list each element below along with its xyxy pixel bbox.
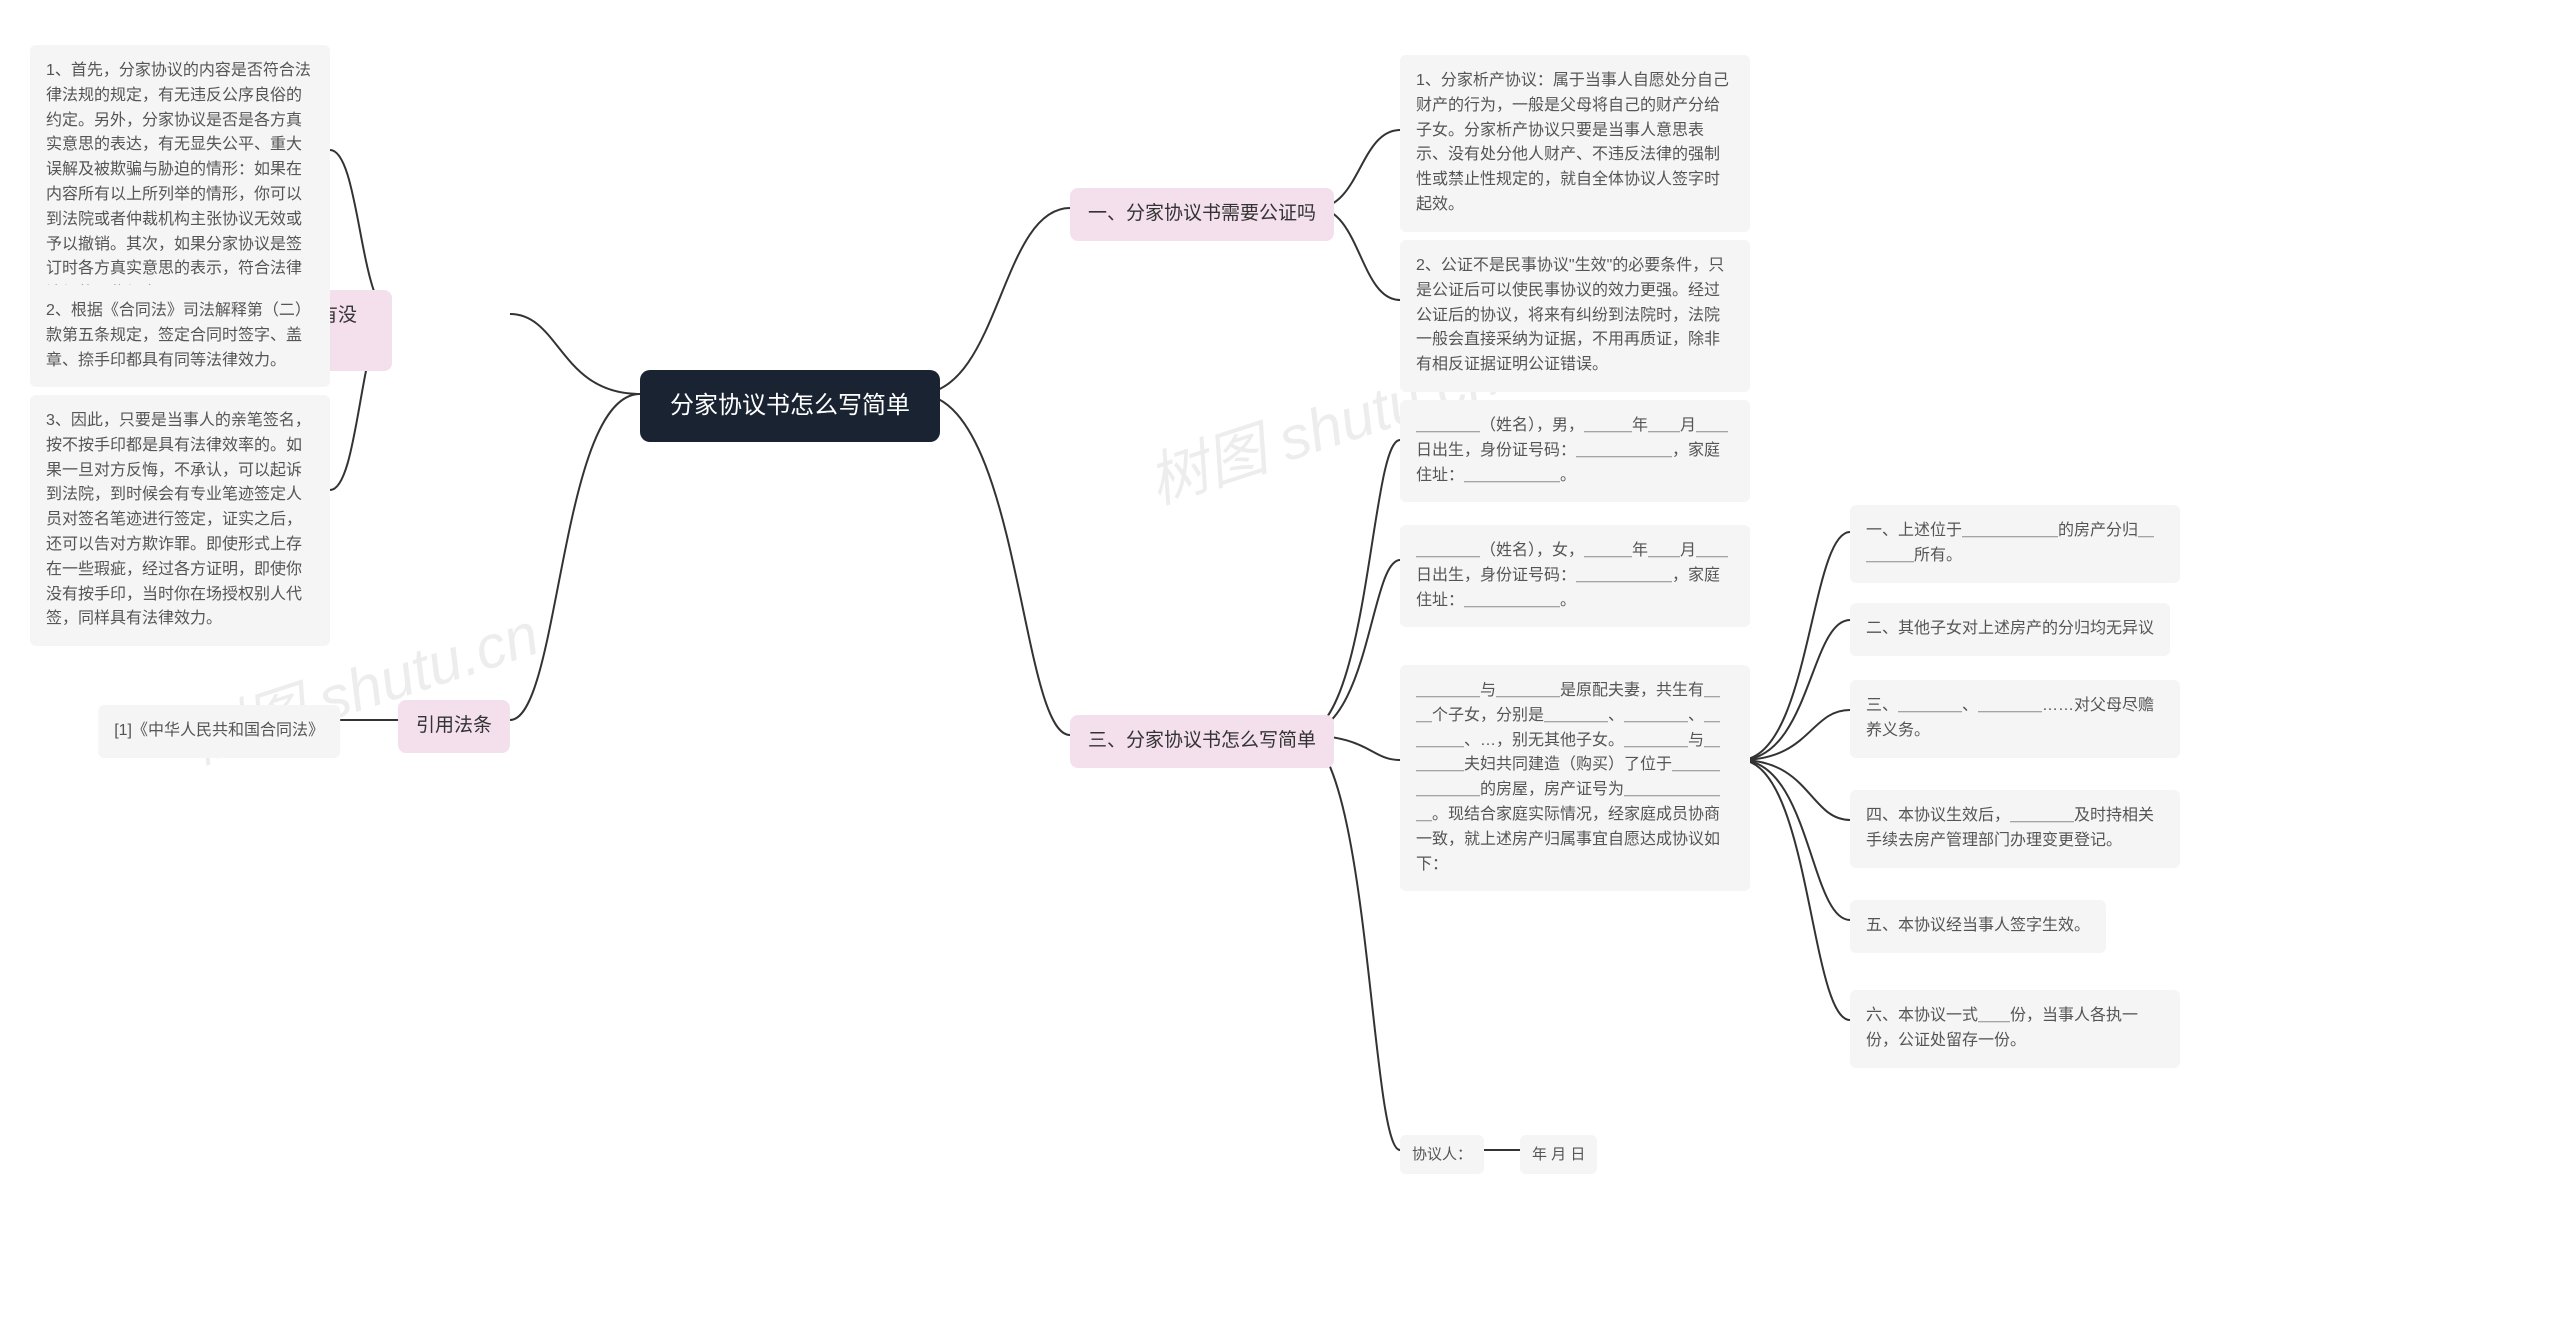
leaf-b1-1: 1、分家析产协议：属于当事人自愿处分自己财产的行为，一般是父母将自己的财产分给子… [1400,55,1750,232]
leaf-b1-2: 2、公证不是民事协议"生效"的必要条件，只是公证后可以使民事协议的效力更强。经过… [1400,240,1750,392]
branch-4[interactable]: 引用法条 [398,700,510,753]
leaf-b3-4: 协议人： [1400,1135,1484,1174]
leaf-b3-3: ＿＿＿＿与＿＿＿＿是原配夫妻，共生有＿＿个子女，分别是＿＿＿＿、＿＿＿＿、＿＿＿… [1400,665,1750,891]
leaf-b3-5: 年 月 日 [1520,1135,1597,1174]
leaf-b4-1: [1]《中华人民共和国合同法》 [98,705,340,758]
leaf-b3-3-2: 二、其他子女对上述房产的分归均无异议 [1850,603,2170,656]
leaf-b3-3-6: 六、本协议一式＿＿份，当事人各执一份，公证处留存一份。 [1850,990,2180,1068]
leaf-b3-3-3: 三、＿＿＿＿、＿＿＿＿……对父母尽赡养义务。 [1850,680,2180,758]
leaf-b3-3-1: 一、上述位于＿＿＿＿＿＿的房产分归＿＿＿＿所有。 [1850,505,2180,583]
leaf-b2-3: 3、因此，只要是当事人的亲笔签名，按不按手印都是具有法律效率的。如果一旦对方反悔… [30,395,330,646]
branch-1[interactable]: 一、分家协议书需要公证吗 [1070,188,1334,241]
branch-3[interactable]: 三、分家协议书怎么写简单 [1070,715,1334,768]
leaf-b2-2: 2、根据《合同法》司法解释第（二）款第五条规定，签定合同时签字、盖章、捺手印都具… [30,285,330,387]
leaf-b3-2: ＿＿＿＿（姓名），女，＿＿＿年＿＿月＿＿日出生，身份证号码：＿＿＿＿＿＿，家庭住… [1400,525,1750,627]
center-node[interactable]: 分家协议书怎么写简单 [640,370,940,442]
leaf-b3-1: ＿＿＿＿（姓名），男，＿＿＿年＿＿月＿＿日出生，身份证号码：＿＿＿＿＿＿，家庭住… [1400,400,1750,502]
leaf-b3-3-4: 四、本协议生效后，＿＿＿＿及时持相关手续去房产管理部门办理变更登记。 [1850,790,2180,868]
leaf-b2-1: 1、首先，分家协议的内容是否符合法律法规的规定，有无违反公序良俗的约定。另外，分… [30,45,330,321]
leaf-b3-3-5: 五、本协议经当事人签字生效。 [1850,900,2106,953]
